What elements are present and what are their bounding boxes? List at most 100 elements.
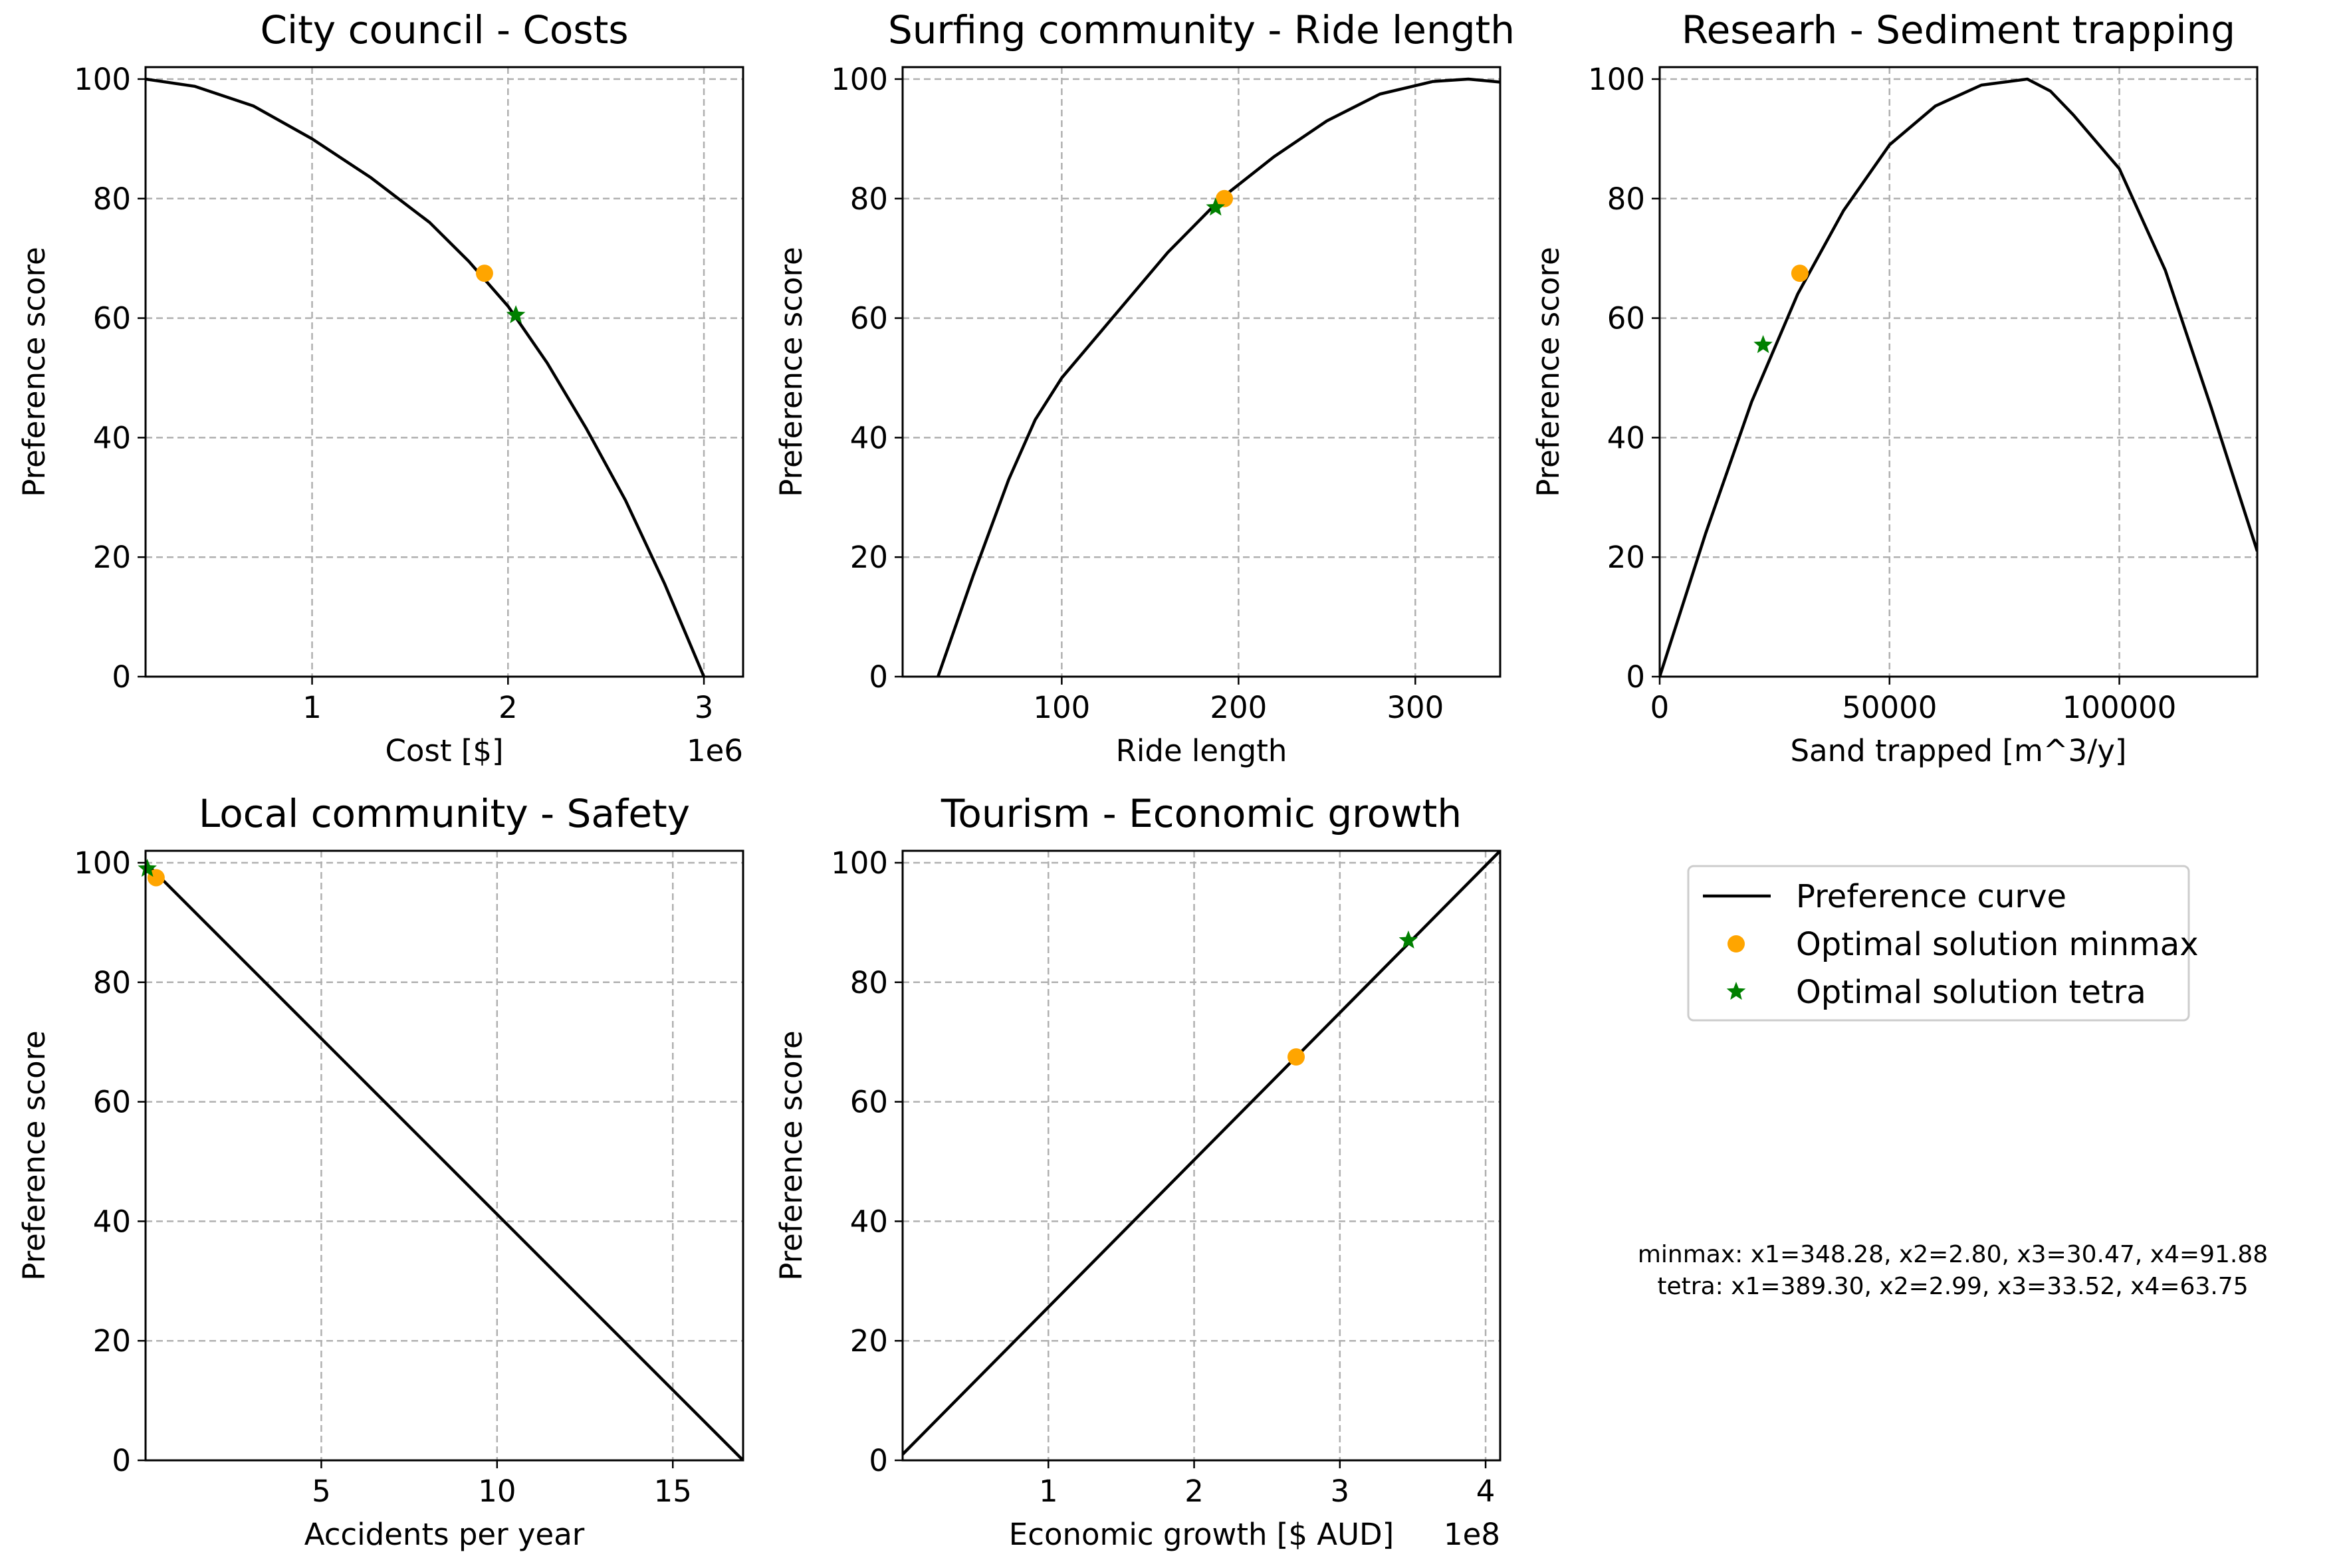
y-axis-label: Preference score [774, 1030, 809, 1280]
preference-curve [1660, 77, 2257, 677]
annotation: minmax: x1=348.28, x2=2.80, x3=30.47, x4… [1638, 1241, 2268, 1300]
x-tick-label: 10 [478, 1474, 516, 1509]
tetra-point [1398, 930, 1418, 949]
panel-title: Surfing community - Ride length [888, 7, 1515, 53]
y-tick-label: 20 [93, 540, 131, 575]
y-tick-label: 80 [93, 181, 131, 217]
x-tick-label: 0 [1650, 690, 1670, 725]
y-tick-label: 60 [850, 1085, 888, 1120]
x-tick-label: 300 [1387, 690, 1444, 725]
x-tick-label: 15 [654, 1474, 692, 1509]
y-tick-label: 100 [74, 62, 131, 97]
plot-frame [901, 849, 1502, 1462]
y-tick-label: 60 [850, 301, 888, 336]
x-axis-label: Accidents per year [304, 1517, 585, 1552]
y-tick-label: 0 [869, 1443, 888, 1478]
tetra-point [138, 859, 157, 877]
x-tick-label: 3 [695, 690, 714, 725]
y-tick-label: 80 [1607, 181, 1645, 217]
x-tick-label: 2 [1184, 1474, 1204, 1509]
y-tick-label: 100 [1588, 62, 1645, 97]
legend-label-tetra: Optimal solution tetra [1796, 974, 2146, 1011]
x-tick-label: 4 [1476, 1474, 1496, 1509]
panel-title: Tourism - Economic growth [941, 791, 1462, 836]
legend-circle-marker [1727, 935, 1745, 952]
preference-curve [146, 861, 743, 1460]
minmax-point [1287, 1048, 1305, 1066]
x-offset-label: 1e6 [687, 733, 743, 768]
y-tick-label: 60 [1607, 301, 1645, 336]
plot-frame [901, 66, 1502, 678]
x-tick-label: 100000 [2062, 690, 2177, 725]
x-tick-label: 1 [1039, 1474, 1058, 1509]
y-tick-label: 20 [1607, 540, 1645, 575]
grid [903, 851, 1500, 1460]
panel-4: 5 10 15 0 20 40 60 80 100 Local community - Safet… [17, 791, 744, 1552]
x-tick-label: 3 [1330, 1474, 1349, 1509]
y-axis-label: Preference score [17, 247, 52, 497]
y-tick-label: 60 [93, 301, 131, 336]
annotation-line-tetra: tetra: x1=389.30, x2=2.99, x3=33.52, x4=… [1657, 1273, 2248, 1300]
minmax-point [1791, 265, 1809, 282]
legend-label-curve: Preference curve [1796, 878, 2066, 915]
plot-frame [1658, 66, 2259, 678]
grid [146, 67, 743, 677]
y-tick-label: 40 [93, 420, 131, 455]
plot-frame [144, 66, 744, 678]
grid [1660, 67, 2257, 677]
grid [903, 67, 1500, 677]
y-tick-label: 80 [850, 965, 888, 1000]
x-tick-label: 50000 [1842, 690, 1937, 725]
x-tick-label: 100 [1033, 690, 1090, 725]
y-tick-label: 40 [850, 420, 888, 455]
x-axis-label: Sand trapped [m^3/y] [1790, 733, 2126, 768]
y-tick-label: 40 [850, 1204, 888, 1239]
plot-frame [144, 849, 744, 1462]
preference-curve [903, 851, 1500, 1456]
preference-curve [937, 77, 1500, 677]
x-tick-label: 200 [1210, 690, 1267, 725]
y-axis-label: Preference score [774, 247, 809, 497]
y-tick-label: 60 [93, 1085, 131, 1120]
y-tick-label: 40 [1607, 420, 1645, 455]
tetra-point [506, 305, 526, 324]
x-tick-label: 2 [499, 690, 518, 725]
y-tick-label: 0 [112, 1443, 131, 1478]
y-tick-label: 80 [850, 181, 888, 217]
y-tick-label: 20 [850, 1323, 888, 1359]
annotation-line-minmax: minmax: x1=348.28, x2=2.80, x3=30.47, x4… [1638, 1241, 2268, 1268]
y-tick-label: 100 [74, 845, 131, 881]
tetra-point [1753, 335, 1773, 354]
y-tick-label: 20 [93, 1323, 131, 1359]
minmax-point [1216, 189, 1234, 207]
x-offset-label: 1e8 [1444, 1517, 1500, 1552]
panel-title: City council - Costs [260, 7, 628, 53]
tetra-point [1206, 197, 1225, 216]
minmax-point [475, 265, 493, 282]
panel-title: Researh - Sediment trapping [1682, 7, 2235, 53]
y-tick-label: 0 [1626, 659, 1645, 695]
y-axis-label: Preference score [1531, 247, 1566, 497]
y-tick-label: 40 [93, 1204, 131, 1239]
y-tick-label: 0 [112, 659, 131, 695]
y-tick-label: 100 [831, 62, 888, 97]
grid [146, 851, 743, 1460]
legend-frame [1687, 865, 2190, 1022]
preference-curve [146, 77, 706, 677]
y-tick-label: 100 [831, 845, 888, 881]
y-axis-label: Preference score [17, 1030, 52, 1280]
x-axis-label: Cost [$] [385, 733, 503, 768]
x-axis-label: Ride length [1116, 733, 1287, 768]
legend-label-minmax: Optimal solution minmax [1796, 926, 2199, 963]
x-tick-label: 1 [302, 690, 322, 725]
y-tick-label: 80 [93, 965, 131, 1000]
panel-3: 0 50000 100000 0 20 40 60 80 100 Researh - Sedime… [1531, 7, 2259, 768]
legend: Preference curve Optimal solution minmax… [1687, 865, 2199, 1022]
y-tick-label: 20 [850, 540, 888, 575]
x-tick-label: 5 [312, 1474, 331, 1509]
panel-title: Local community - Safety [199, 791, 690, 836]
